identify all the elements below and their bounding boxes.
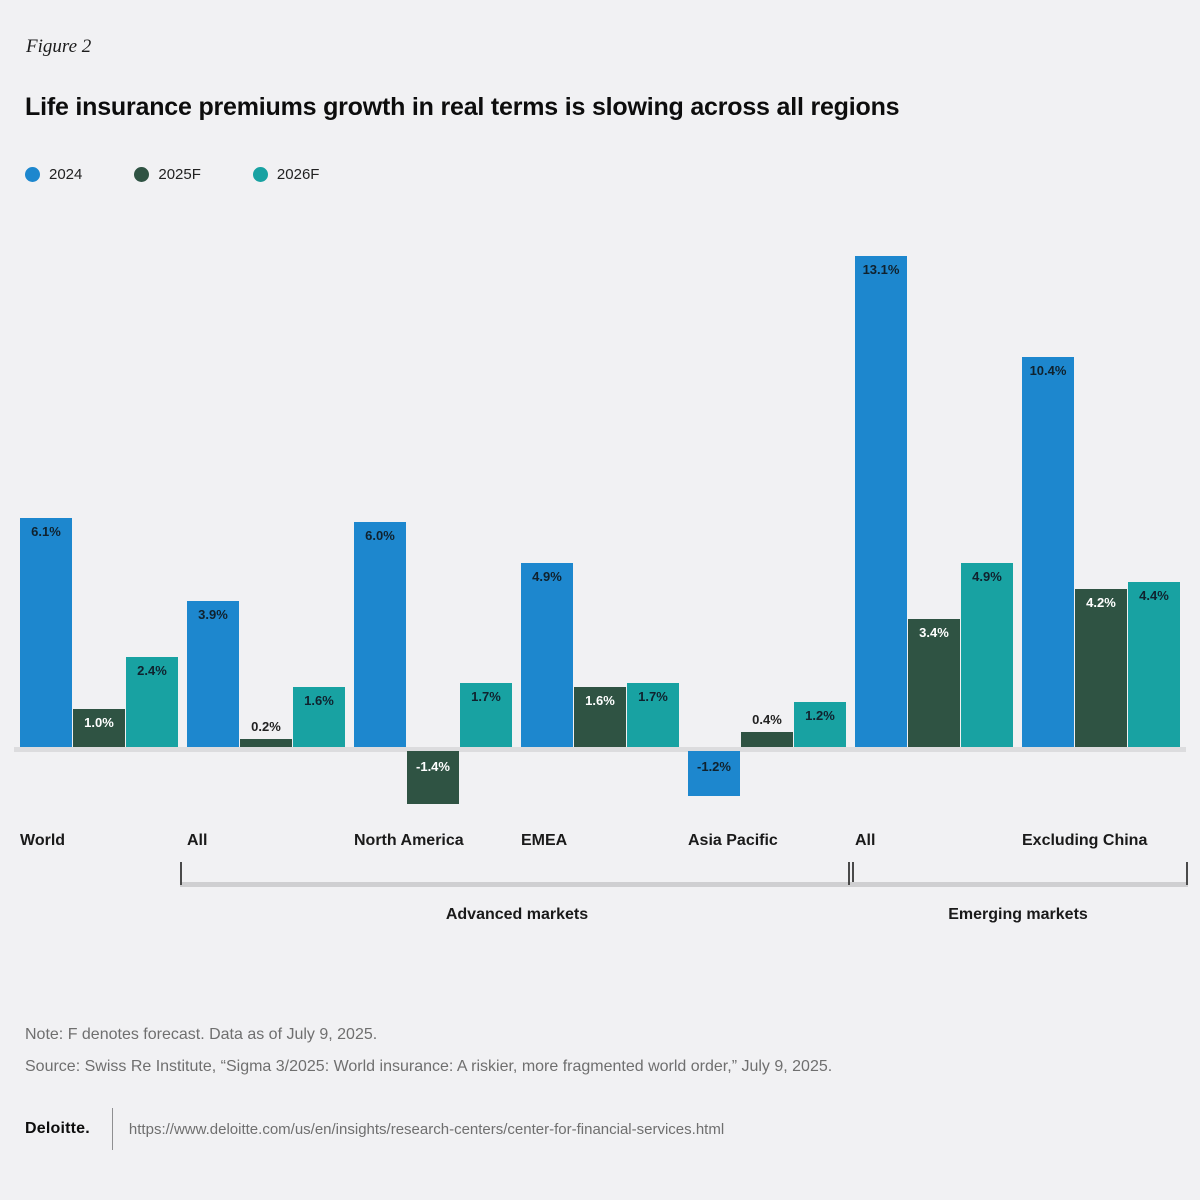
bar-emea-2024 bbox=[521, 563, 573, 747]
bar-value-label: -1.4% bbox=[416, 759, 450, 774]
axis-label-world: World bbox=[20, 832, 66, 849]
axis-label-excluding-china: Excluding China bbox=[1022, 832, 1148, 849]
chart-legend: 2024 2025F 2026F bbox=[25, 166, 319, 183]
bar-value-label: 1.7% bbox=[638, 689, 668, 704]
bar-excluding-china-2024 bbox=[1022, 357, 1074, 747]
bar-north-america-2026f bbox=[460, 683, 512, 747]
legend-swatch-2026f bbox=[252, 167, 268, 182]
bar-all-2026f bbox=[293, 687, 345, 747]
section-bracket-tick bbox=[848, 862, 850, 885]
footer: Deloitte. https://www.deloitte.com/us/en… bbox=[25, 1108, 724, 1150]
legend-swatch-2025f bbox=[134, 167, 150, 182]
bar-value-label: 10.4% bbox=[1029, 363, 1067, 378]
bar-north-america-2024 bbox=[354, 522, 406, 747]
section-bracket-advanced-markets bbox=[180, 882, 854, 887]
bar-all-2026f bbox=[961, 563, 1013, 747]
bar-value-label: 4.9% bbox=[972, 569, 1002, 584]
x-axis-baseline bbox=[14, 747, 1186, 752]
bar-value-label: 6.1% bbox=[31, 524, 61, 539]
section-bracket-emerging-markets bbox=[848, 882, 1188, 887]
bar-value-label: 4.4% bbox=[1139, 588, 1169, 603]
bar-world-2026f bbox=[126, 657, 178, 747]
bar-value-label: 4.2% bbox=[1086, 595, 1116, 610]
bar-asia-pacific-2026f bbox=[794, 702, 846, 747]
section-bracket-tick bbox=[852, 862, 854, 885]
footer-url-link[interactable]: https://www.deloitte.com/us/en/insights/… bbox=[128, 1120, 725, 1138]
axis-label-north-america: North America bbox=[354, 832, 464, 849]
bar-excluding-china-2025f bbox=[1075, 589, 1127, 747]
bar-value-label: 0.2% bbox=[251, 719, 281, 734]
section-label-advanced-markets: Advanced markets bbox=[445, 906, 589, 923]
axis-label-all: All bbox=[855, 832, 876, 849]
page-title: Life insurance premiums growth in real t… bbox=[25, 93, 900, 121]
section-label-emerging-markets: Emerging markets bbox=[948, 906, 1088, 923]
bar-value-label: 1.7% bbox=[471, 689, 501, 704]
source-text: Source: Swiss Re Institute, “Sigma 3/202… bbox=[25, 1058, 833, 1075]
bar-value-label: 3.4% bbox=[919, 625, 949, 640]
section-bracket-tick bbox=[1186, 862, 1188, 885]
bar-world-2024 bbox=[20, 518, 72, 747]
axis-label-emea: EMEA bbox=[521, 832, 568, 849]
bar-all-2024 bbox=[855, 256, 907, 747]
bar-all-2025f bbox=[908, 619, 960, 747]
legend-item-2025f: 2025F bbox=[134, 166, 201, 183]
bar-value-label: 3.9% bbox=[198, 607, 228, 622]
bar-all-2025f bbox=[240, 739, 292, 747]
legend-swatch-2024 bbox=[25, 167, 40, 182]
deloitte-logo: Deloitte. bbox=[25, 1120, 90, 1137]
note-text: Note: F denotes forecast. Data as of Jul… bbox=[25, 1026, 378, 1043]
bar-all-2024 bbox=[187, 601, 239, 747]
legend-label: 2025F bbox=[158, 166, 201, 183]
bar-emea-2026f bbox=[627, 683, 679, 747]
section-bracket-tick bbox=[180, 862, 182, 885]
bar-chart: 6.1% 1.0% 2.4% World 3.9% 0.2% 1.6% All 6.0% -1.4… bbox=[0, 235, 1200, 940]
bar-asia-pacific-2025f bbox=[741, 732, 793, 747]
bar-value-label: 1.0% bbox=[84, 715, 114, 730]
legend-item-2024: 2024 bbox=[25, 166, 82, 183]
footer-divider bbox=[111, 1108, 113, 1150]
bar-excluding-china-2026f bbox=[1128, 582, 1180, 747]
legend-item-2026f: 2026F bbox=[252, 166, 320, 183]
legend-label: 2026F bbox=[276, 166, 320, 183]
bar-north-america-2025f bbox=[407, 751, 459, 804]
bar-world-2025f bbox=[73, 709, 125, 747]
bar-value-label: -1.2% bbox=[697, 759, 731, 774]
axis-label-asia-pacific: Asia Pacific bbox=[688, 832, 778, 849]
bar-value-label: 0.4% bbox=[752, 712, 782, 727]
bar-asia-pacific-2024 bbox=[688, 751, 740, 796]
bar-emea-2025f bbox=[574, 687, 626, 747]
bar-value-label: 1.6% bbox=[585, 693, 615, 708]
bar-value-label: 6.0% bbox=[365, 528, 395, 543]
bar-value-label: 1.6% bbox=[304, 693, 334, 708]
bar-value-label: 1.2% bbox=[805, 708, 835, 723]
bar-value-label: 2.4% bbox=[137, 663, 167, 678]
bar-value-label: 13.1% bbox=[862, 262, 900, 277]
bar-value-label: 4.9% bbox=[532, 569, 562, 584]
figure-label: Figure 2 bbox=[26, 36, 92, 57]
legend-label: 2024 bbox=[49, 166, 83, 183]
axis-label-all: All bbox=[187, 832, 208, 849]
